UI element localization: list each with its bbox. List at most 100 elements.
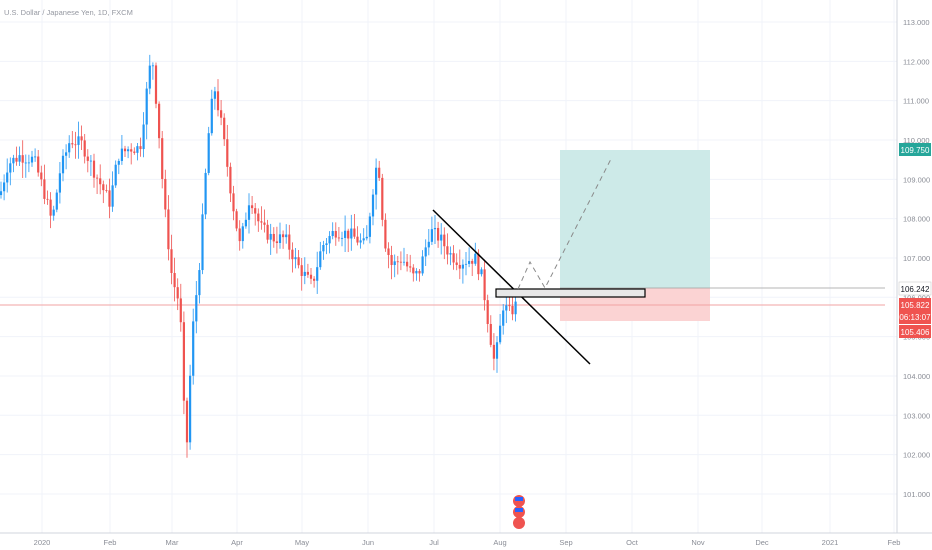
candle-body bbox=[58, 173, 61, 193]
time-tick-label: Jun bbox=[362, 538, 374, 547]
candle-body bbox=[406, 261, 409, 267]
candle-body bbox=[393, 261, 396, 266]
candle-body bbox=[65, 152, 68, 156]
candle-body bbox=[375, 167, 378, 195]
candle-body bbox=[443, 234, 446, 247]
price-tick-label: 107.000 bbox=[903, 254, 930, 263]
candle-body bbox=[409, 266, 412, 268]
candle-body bbox=[402, 261, 406, 263]
entry-price-label: 106.242 bbox=[901, 285, 930, 294]
candle-body bbox=[232, 193, 235, 212]
candle-body bbox=[158, 103, 161, 139]
last-price-badge: 105.822 06:13:07 bbox=[899, 298, 931, 324]
candle-body bbox=[390, 255, 393, 266]
events-icon[interactable] bbox=[513, 495, 525, 529]
target-zone[interactable] bbox=[560, 150, 710, 288]
candle-body bbox=[424, 247, 427, 257]
candle-body bbox=[198, 270, 201, 296]
candle-body bbox=[371, 194, 375, 217]
candle-body bbox=[350, 228, 353, 239]
candle-body bbox=[368, 216, 371, 237]
candle-body bbox=[6, 172, 9, 183]
candle-body bbox=[30, 156, 34, 163]
candle-body bbox=[68, 143, 71, 153]
candle-body bbox=[418, 270, 421, 274]
candle-body bbox=[309, 274, 313, 279]
candle-body bbox=[421, 256, 424, 274]
candle-body bbox=[471, 260, 474, 264]
candle-body bbox=[353, 228, 356, 237]
candle-body bbox=[185, 400, 189, 443]
candle-body bbox=[99, 178, 102, 185]
candle-body bbox=[511, 305, 514, 315]
candle-body bbox=[170, 249, 173, 273]
price-axis[interactable]: 113.000 112.000 111.000 110.000 109.000 108.0… bbox=[903, 18, 930, 499]
candle-body bbox=[142, 124, 145, 150]
candle-body bbox=[474, 253, 477, 264]
candle-body bbox=[446, 246, 449, 255]
candle-body bbox=[303, 271, 306, 276]
candle-body bbox=[201, 214, 204, 271]
candle-body bbox=[362, 238, 365, 241]
candle-body bbox=[266, 224, 269, 240]
price-tick-label: 101.000 bbox=[903, 490, 930, 499]
price-tick-label: 108.000 bbox=[903, 215, 930, 224]
candle-body bbox=[77, 136, 80, 145]
candle-body bbox=[74, 144, 77, 146]
candle-body bbox=[182, 322, 185, 401]
candle-body bbox=[257, 213, 260, 222]
candle-body bbox=[235, 211, 238, 229]
candle-body bbox=[514, 301, 517, 315]
candle-body bbox=[365, 236, 368, 239]
trendline-drawing[interactable] bbox=[432, 209, 591, 365]
candle-body bbox=[108, 190, 111, 207]
candle-body bbox=[359, 240, 362, 243]
candle-body bbox=[464, 263, 468, 265]
time-tick-label: Feb bbox=[104, 538, 117, 547]
candle-body bbox=[337, 237, 340, 239]
candle-body bbox=[316, 267, 319, 281]
candle-body bbox=[269, 233, 272, 240]
candle-body bbox=[263, 222, 266, 225]
entry-box-drawing[interactable] bbox=[495, 288, 646, 298]
target-price-badge: 109.750 bbox=[899, 143, 931, 156]
candle-body bbox=[251, 205, 254, 209]
candle-body bbox=[192, 321, 195, 376]
price-tick-label: 113.000 bbox=[903, 18, 930, 27]
candle-body bbox=[15, 157, 18, 162]
candle-body bbox=[300, 265, 303, 276]
candle-body bbox=[505, 305, 508, 311]
candle-body bbox=[3, 182, 6, 192]
candle-body bbox=[127, 149, 130, 152]
price-tick-label: 110.000 bbox=[903, 136, 930, 145]
candle-body bbox=[247, 205, 251, 220]
candle-body bbox=[291, 249, 294, 260]
candle-body bbox=[455, 262, 458, 265]
candle-body bbox=[483, 269, 486, 301]
candle-body bbox=[27, 162, 30, 164]
candle-body bbox=[437, 227, 440, 241]
candle-body bbox=[55, 192, 58, 210]
time-tick-label: 2020 bbox=[34, 538, 51, 547]
time-tick-label: Apr bbox=[231, 538, 243, 547]
time-axis[interactable]: 2020 Feb Mar Apr May Jun Jul Aug Sep Oct Nov Dec 202… bbox=[34, 538, 901, 547]
candle-body bbox=[80, 136, 83, 141]
candle-body bbox=[297, 257, 300, 266]
candle-body bbox=[92, 160, 96, 178]
candle-body bbox=[34, 156, 37, 158]
candle-body bbox=[216, 91, 220, 111]
stop-price-label: 105.406 bbox=[901, 328, 930, 337]
candle-body bbox=[102, 184, 105, 191]
candle-body bbox=[21, 155, 24, 163]
candle-body bbox=[331, 231, 334, 237]
candle-body bbox=[86, 156, 89, 161]
candle-body bbox=[213, 91, 216, 99]
price-tick-label: 103.000 bbox=[903, 411, 930, 420]
candle-body bbox=[46, 198, 49, 200]
candle-body bbox=[254, 208, 257, 214]
candle-body bbox=[114, 164, 117, 186]
candle-body bbox=[461, 264, 464, 269]
candle-body bbox=[480, 269, 483, 275]
candle-body bbox=[499, 325, 502, 343]
